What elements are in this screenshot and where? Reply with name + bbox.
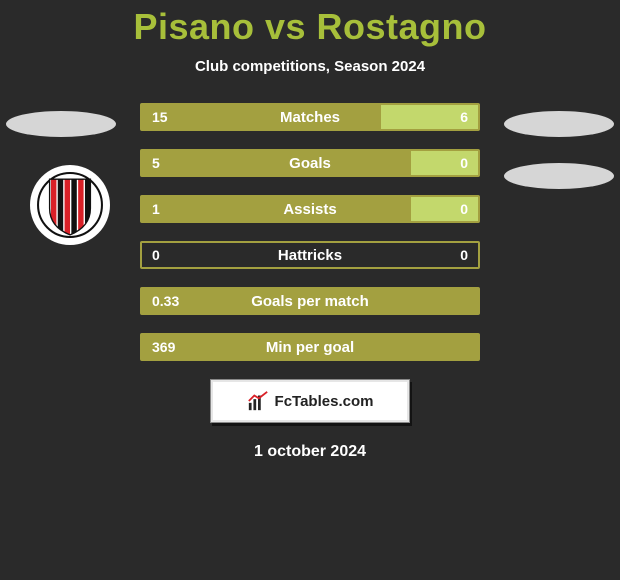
stat-value-right: 0 — [460, 151, 468, 175]
stat-row: Assists1 0 — [140, 195, 480, 223]
stat-label: Assists — [142, 197, 478, 221]
stat-label: Matches — [142, 105, 478, 129]
stat-value-left: 15 — [152, 105, 168, 129]
brand-badge[interactable]: FcTables.com — [210, 379, 410, 423]
stat-value-right: 0 — [460, 243, 468, 267]
comparison-panel: Matches156Goals50Assists10Hattricks00Goa… — [0, 103, 620, 361]
stat-row: Min per goal369 — [140, 333, 480, 361]
brand-text: FcTables.com — [275, 393, 374, 410]
stat-label: Goals — [142, 151, 478, 175]
stat-label: Hattricks — [142, 243, 478, 267]
club-logo — [30, 165, 110, 245]
page-title: Pisano vs Rostagno — [0, 0, 620, 48]
stat-value-left: 5 — [152, 151, 160, 175]
player-ellipse-right-mid — [504, 163, 614, 189]
stat-value-left: 0.33 — [152, 289, 179, 313]
stat-row: Hattricks0 0 — [140, 241, 480, 269]
stat-value-left: 0 — [152, 243, 160, 267]
date-text: 1 october 2024 — [0, 443, 620, 461]
stat-label: Goals per match — [142, 289, 478, 313]
stat-bars: Matches156Goals50Assists10Hattricks00Goa… — [140, 103, 480, 361]
stat-row: Goals per match0.33 — [140, 287, 480, 315]
chart-icon — [247, 390, 269, 412]
stat-row: Goals5 0 — [140, 149, 480, 177]
stat-label: Min per goal — [142, 335, 478, 359]
stat-value-right: 0 — [460, 197, 468, 221]
stat-value-right: 6 — [460, 105, 468, 129]
player-ellipse-right-top — [504, 111, 614, 137]
stat-value-left: 1 — [152, 197, 160, 221]
stat-value-left: 369 — [152, 335, 175, 359]
stat-row: Matches15 6 — [140, 103, 480, 131]
club-logo-svg — [36, 171, 104, 239]
subtitle: Club competitions, Season 2024 — [0, 58, 620, 75]
player-ellipse-left-top — [6, 111, 116, 137]
